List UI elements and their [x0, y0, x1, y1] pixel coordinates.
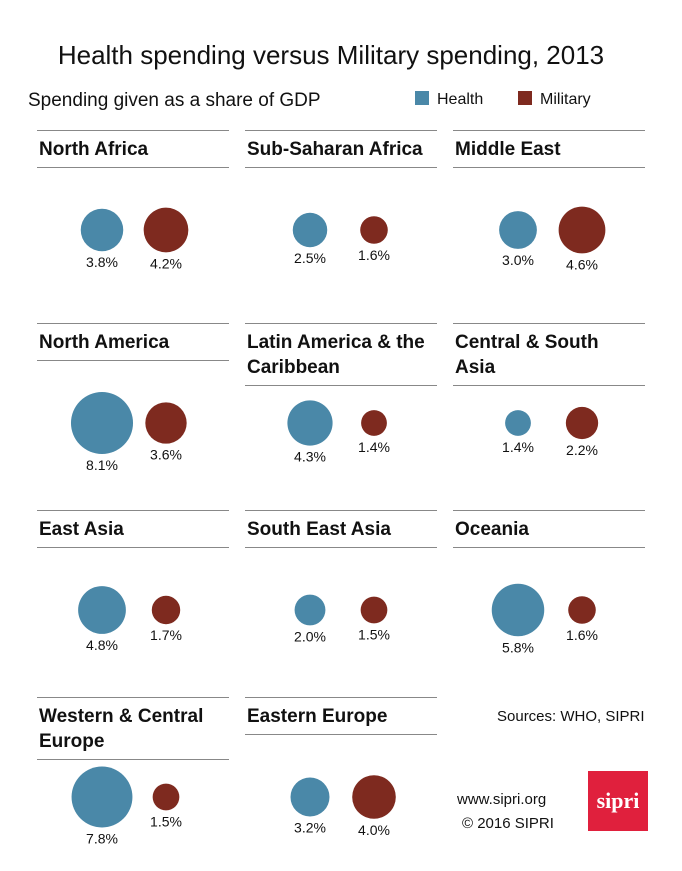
logo: sipri: [588, 771, 648, 831]
panel-title: Middle East: [453, 130, 645, 168]
bubble: [352, 775, 396, 819]
website: www.sipri.org: [457, 791, 547, 808]
value-label: 4.8%: [86, 637, 118, 653]
bubble: [499, 211, 537, 249]
chart-subtitle: Spending given as a share of GDP: [28, 90, 321, 111]
value-label: 2.5%: [294, 250, 326, 266]
bubble: [78, 586, 126, 634]
legend-swatch: [415, 91, 429, 105]
panel-title: Western & Central Europe: [37, 697, 229, 760]
value-label: 1.5%: [150, 813, 182, 829]
bubble: [145, 402, 187, 444]
bubble: [143, 207, 189, 253]
panel-title: North America: [37, 323, 229, 361]
value-label: 5.8%: [502, 639, 534, 655]
value-label: 7.8%: [86, 830, 118, 846]
panel-title: Eastern Europe: [245, 697, 437, 735]
chart-title: Health spending versus Military spending…: [58, 40, 604, 70]
bubble: [152, 783, 180, 811]
panel-title: East Asia: [37, 510, 229, 548]
panel-title: Central & South Asia: [453, 323, 645, 386]
bubble: [568, 596, 596, 624]
panel-title: South East Asia: [245, 510, 437, 548]
copyright: © 2016 SIPRI: [462, 815, 554, 832]
value-label: 3.8%: [86, 254, 118, 270]
panel-title: Sub-Saharan Africa: [245, 130, 437, 168]
legend-label: Health: [437, 91, 483, 108]
bubble: [565, 406, 599, 440]
bubble: [558, 206, 606, 254]
legend-label: Military: [540, 91, 591, 108]
bubble: [151, 595, 181, 625]
bubble: [361, 410, 387, 436]
bubble: [80, 208, 124, 252]
value-label: 1.4%: [358, 439, 390, 455]
bubble: [287, 400, 333, 446]
value-label: 1.6%: [566, 627, 598, 643]
panel-title: Latin America & the Caribbean: [245, 323, 437, 386]
value-label: 4.2%: [150, 255, 182, 271]
bubble: [505, 410, 531, 436]
sources: Sources: WHO, SIPRI: [497, 708, 645, 725]
bubble: [491, 583, 545, 637]
panel-title: Oceania: [453, 510, 645, 548]
value-label: 8.1%: [86, 457, 118, 473]
value-label: 1.5%: [358, 626, 390, 642]
value-label: 4.0%: [358, 822, 390, 838]
bubble: [294, 594, 326, 626]
bubble: [71, 766, 133, 828]
value-label: 4.3%: [294, 449, 326, 465]
value-label: 2.0%: [294, 628, 326, 644]
value-label: 2.2%: [566, 442, 598, 458]
bubble: [360, 596, 388, 624]
legend-swatch: [518, 91, 532, 105]
bubble: [292, 212, 328, 248]
value-label: 3.6%: [150, 447, 182, 463]
value-label: 4.6%: [566, 256, 598, 272]
panel-title: North Africa: [37, 130, 229, 168]
value-label: 1.7%: [150, 627, 182, 643]
value-label: 1.4%: [502, 439, 534, 455]
value-label: 1.6%: [358, 247, 390, 263]
value-label: 3.2%: [294, 819, 326, 835]
bubble: [360, 216, 388, 244]
value-label: 3.0%: [502, 252, 534, 268]
bubble: [290, 777, 330, 817]
bubble: [70, 391, 134, 455]
